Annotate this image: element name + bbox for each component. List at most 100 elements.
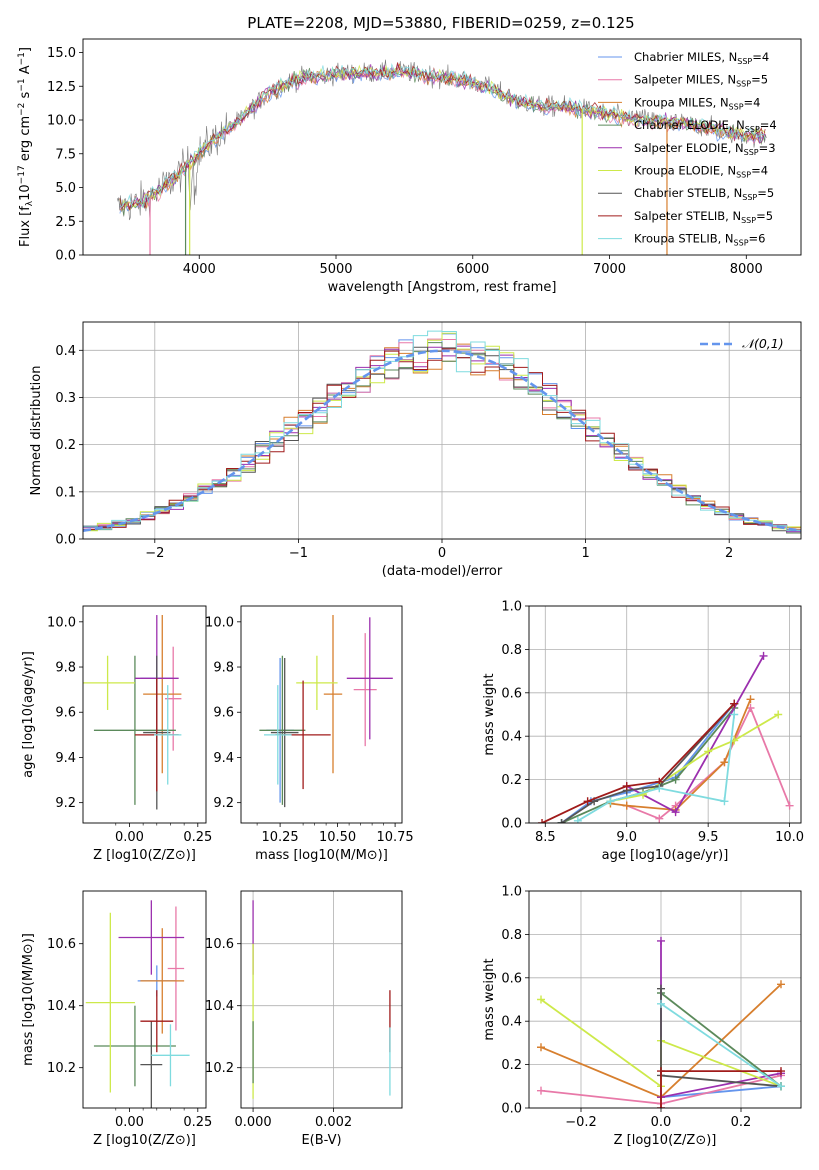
x-tick-label: 7000 [593,262,626,277]
x-tick-label: −0.2 [565,1115,597,1130]
y-tick-label: 0.8 [501,928,522,943]
weight-point-marker [746,695,755,704]
weight_vs_Z-marks [537,936,785,1108]
x-axis-label: E(B-V) [301,1133,341,1148]
y-tick-label: 9.6 [55,706,76,721]
y-tick-label: 9.4 [213,751,234,766]
weight-point-marker [657,1104,665,1108]
legend-label: Chabrier STELIB, NSSP=5 [634,186,774,202]
y-tick-label: 9.2 [55,796,76,811]
x-tick-label: −1 [289,546,308,561]
y-tick-label: 0.0 [55,533,76,548]
y-axis-label: Normed distribution [29,366,44,496]
y-axis-label: mass [log10(M/M⊙)] [21,933,36,1066]
x-tick-label: 0 [438,546,446,561]
x-tick-label: 8.5 [535,830,556,845]
x-tick-label: 9.5 [698,830,719,845]
spectrum-marks [116,59,767,255]
x-axis-label: Z [log10(Z/Z⊙)] [614,1133,717,1148]
weight-point-marker [538,819,547,823]
x-tick-label: 0.002 [315,1115,352,1130]
y-axis-label: Flux [fλ10−17 erg cm−2 s−1 A−1] [17,47,35,247]
x-tick-label: 10.50 [319,830,356,845]
weight-point-marker [622,801,631,810]
x-tick-label: 10.25 [261,830,298,845]
y-tick-label: 0.0 [55,249,76,264]
legend-label: Kroupa MILES, NSSP=4 [634,95,760,111]
age_vs_Z-axes: 0.00 0.25 9.2 9.4 9.6 9.8 10.0 Z [log10(Z/Z⊙)] a… [21,605,212,863]
residuals-marks [83,330,801,534]
x-tick-label: 0.000 [234,1115,271,1130]
weight-point-marker [606,797,615,806]
weight-series-line [660,1085,782,1099]
y-axis-label: age [log10(age/yr)] [21,651,36,778]
legend-label: Salpeter MILES, NSSP=5 [634,73,768,89]
age_vs_Z-frame [82,605,207,824]
x-tick-label: 10.0 [775,830,804,845]
y-tick-label: 7.5 [55,147,76,162]
y-tick-label: 10.6 [205,937,234,952]
weight-point-marker [583,797,592,806]
y-axis-label: mass weight [482,673,497,755]
x-tick-label: 0.00 [115,830,144,845]
weight-point-marker [622,782,631,791]
x-tick-label: 0.0 [651,1115,672,1130]
legend-label: 𝒩(0,1) [742,336,784,351]
y-tick-label: 9.8 [213,661,234,676]
mass_vs_ebv-plot-area [241,891,402,1108]
mass_vs_Z-frame [82,890,207,1109]
legend-label: Kroupa ELODIE, NSSP=4 [634,164,768,180]
legend-label: Chabrier ELODIE, NSSP=4 [634,118,777,134]
mass_vs_ebv-marks [252,900,391,1099]
spectrum-axes: 4000 5000 6000 7000 8000 0.0 2.5 5.0 7.5 10.0 12.5… [17,38,802,295]
weight-point-marker [671,808,680,817]
y-tick-label: 2.5 [55,215,76,230]
age_vs_Z-marks [83,615,182,810]
residuals-axes: −2 −1 0 1 2 0.0 0.1 0.2 0.3 0.4 (data-model)/error… [29,321,802,579]
y-tick-label: 15.0 [47,46,76,61]
weight-point-marker [774,710,783,719]
weight_vs_Z-frame [528,890,802,1109]
y-tick-label: 0.3 [55,391,76,406]
weight-point-marker [657,984,665,993]
y-tick-label: 1.0 [501,885,522,900]
x-tick-label: 0.00 [115,1115,144,1130]
weight-series-line [660,1003,782,1088]
x-axis-label: (data-model)/error [382,564,503,579]
x-tick-label: 5000 [319,262,352,277]
x-tick-label: 10.75 [376,830,413,845]
weight-point-marker [655,814,664,823]
normal-reference-curve [83,349,801,532]
model-spectrum-line [119,62,766,208]
y-tick-label: 0.4 [501,730,522,745]
y-tick-label: 0.0 [501,1102,522,1117]
y-tick-label: 10.0 [47,114,76,129]
mass_vs_Z-axes: 0.00 0.25 10.2 10.4 10.6 Z [log10(Z/Z⊙)] mass … [21,890,212,1148]
weight-point-marker [759,651,768,660]
y-tick-label: 0.4 [55,344,76,359]
weight-point-marker [730,710,739,719]
weight-point-marker [777,980,785,989]
mass_vs_ebv-frame [240,890,403,1109]
figure-title: PLATE=2208, MJD=53880, FIBERID=0259, z=0… [247,14,634,32]
y-tick-label: 10.4 [47,999,76,1014]
x-tick-label: 0.25 [183,830,212,845]
weight-point-marker [657,936,665,945]
y-tick-label: 9.6 [213,706,234,721]
weight_vs_age-marks [538,651,794,823]
y-axis-label: mass weight [482,958,497,1040]
weight-point-marker [537,995,545,1004]
y-tick-label: 9.4 [55,751,76,766]
y-tick-label: 9.2 [213,796,234,811]
weight_vs_age-axes: 8.5 9.0 9.5 10.0 0.0 0.2 0.4 0.6 0.8 1.0 age [log1… [482,600,804,864]
weight-series-line [626,705,791,820]
y-tick-label: 5.0 [55,181,76,196]
weight_vs_age-frame [528,605,802,824]
weight-point-marker [537,1086,545,1095]
y-tick-label: 10.0 [47,615,76,630]
x-axis-label: wavelength [Angstrom, rest frame] [328,280,557,295]
y-tick-label: 0.2 [55,438,76,453]
y-tick-label: 0.1 [55,485,76,500]
y-tick-label: 10.6 [47,937,76,952]
